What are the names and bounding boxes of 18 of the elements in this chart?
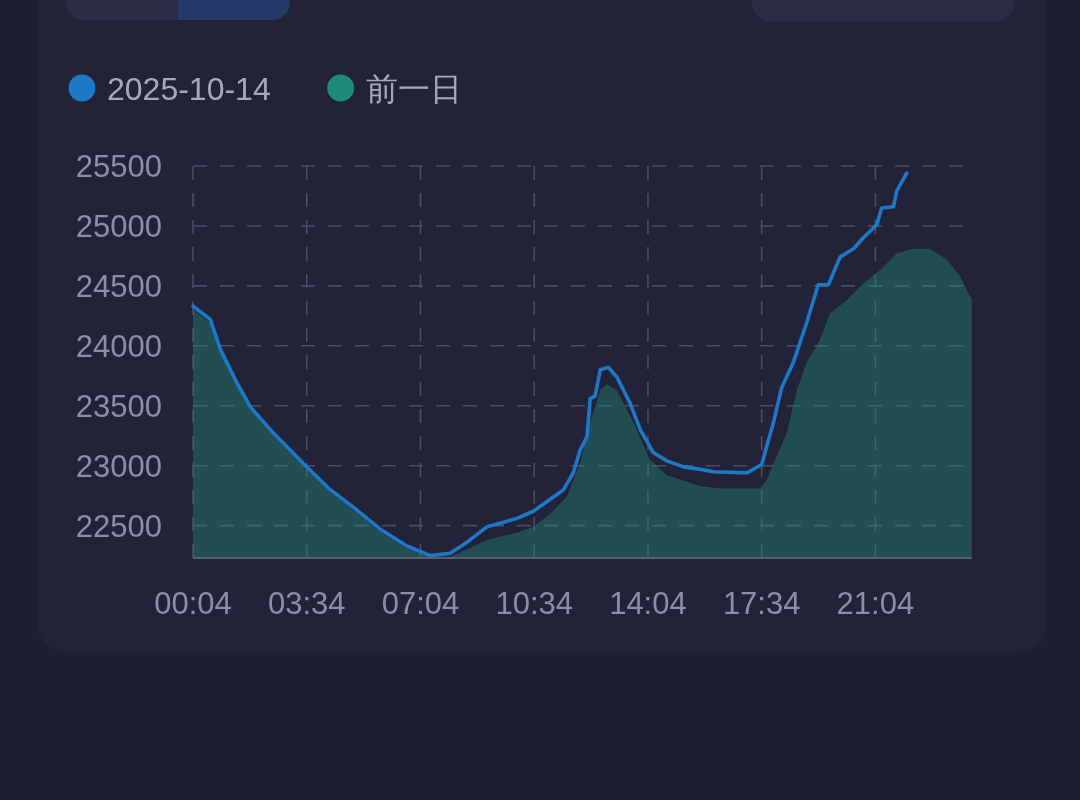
y-tick-label: 22500 (75, 508, 162, 544)
legend-label: 2025-10-14 (107, 70, 271, 107)
y-tick-label: 24500 (75, 268, 162, 304)
y-tick-label: 23500 (75, 388, 162, 424)
legend-label: 前一日 (365, 70, 462, 107)
x-tick-label: 07:04 (381, 586, 460, 621)
x-tick-label: 21:04 (836, 586, 915, 621)
x-tick-label: 00:04 (154, 586, 232, 621)
x-tick-label: 14:04 (609, 586, 687, 621)
legend-item: 前一日 (327, 70, 462, 107)
x-tick-label: 10:34 (495, 586, 573, 621)
y-tick-label: 23000 (75, 448, 162, 484)
y-tick-label: 24000 (75, 328, 162, 364)
legend-item: 2025-10-14 (68, 70, 271, 107)
y-tick-label: 25500 (75, 149, 162, 184)
y-tick-label: 25000 (75, 208, 162, 244)
x-tick-label: 17:34 (722, 586, 801, 621)
x-tick-label: 03:34 (267, 586, 346, 621)
